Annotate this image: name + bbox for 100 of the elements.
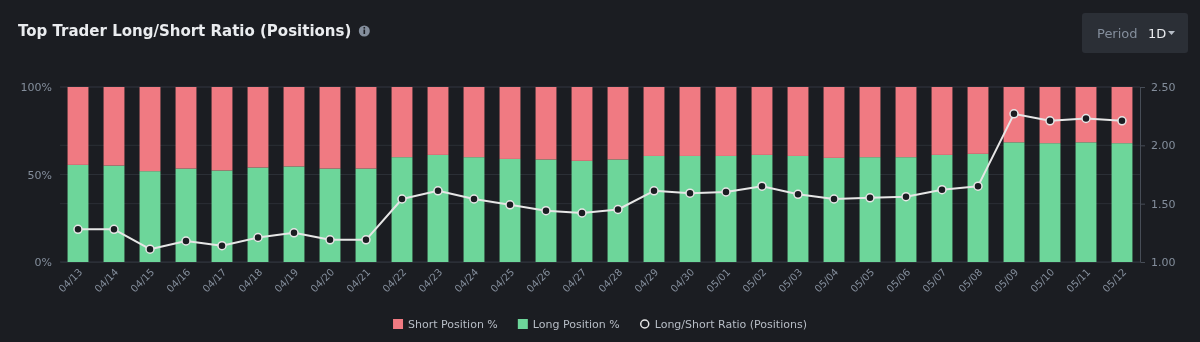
point — [685, 188, 695, 198]
point — [469, 194, 479, 204]
bar — [571, 160, 593, 262]
bar — [139, 171, 161, 262]
bar — [679, 155, 701, 262]
point — [361, 235, 371, 245]
bar — [499, 87, 521, 159]
bar — [247, 167, 269, 262]
point — [613, 204, 623, 215]
y-tick-label: 0% — [34, 256, 52, 270]
bar — [67, 164, 89, 262]
point — [145, 244, 155, 254]
bar — [283, 166, 305, 262]
y2-tick-label: 2.50 — [1151, 81, 1176, 95]
point — [505, 200, 515, 210]
y-tick-label: 50% — [27, 168, 52, 182]
bar — [751, 87, 773, 155]
bar — [787, 155, 809, 262]
point — [1081, 113, 1091, 124]
bar — [643, 87, 665, 156]
bar — [499, 158, 521, 262]
bar — [535, 159, 557, 262]
chart-title: Top Trader Long/Short Ratio (Positions) — [18, 22, 352, 40]
bar — [787, 87, 809, 156]
bar — [715, 87, 737, 156]
bar — [211, 87, 233, 171]
point — [325, 235, 335, 245]
y2-tick-label: 1.50 — [1151, 197, 1176, 211]
bar — [139, 87, 161, 172]
point — [1117, 116, 1127, 126]
bar — [1075, 87, 1097, 143]
bar — [571, 87, 593, 161]
point — [865, 193, 875, 203]
bar — [175, 168, 197, 262]
bar — [607, 159, 629, 262]
y2-tick-label: 2.00 — [1151, 139, 1176, 153]
bar — [427, 154, 449, 262]
bar — [355, 87, 377, 169]
legend-label: Short Position % — [408, 318, 498, 331]
bar — [967, 153, 989, 262]
point — [289, 228, 299, 238]
point — [757, 181, 767, 191]
point — [397, 194, 407, 204]
bar — [319, 87, 341, 169]
bar — [175, 87, 197, 169]
bar — [859, 157, 881, 262]
bar — [1111, 143, 1133, 262]
point — [217, 240, 227, 251]
point — [253, 232, 263, 243]
bar — [859, 87, 881, 158]
point — [973, 181, 983, 191]
bar — [1111, 87, 1133, 144]
bar — [103, 87, 125, 166]
point — [829, 194, 839, 204]
y2-tick-label: 1.00 — [1151, 256, 1176, 270]
bar — [283, 87, 305, 167]
bar — [931, 87, 953, 155]
bar — [751, 154, 773, 262]
y-tick-label: 100% — [20, 81, 52, 95]
legend-label: Long Position % — [532, 318, 620, 331]
point — [937, 184, 947, 195]
point — [577, 208, 587, 218]
bar — [823, 157, 845, 262]
point — [433, 186, 443, 196]
bar — [1039, 143, 1061, 262]
bar — [715, 155, 737, 262]
bar — [895, 87, 917, 158]
point — [901, 191, 911, 202]
point — [181, 236, 191, 246]
bar — [535, 87, 557, 160]
bar — [1039, 87, 1061, 144]
bar — [895, 157, 917, 262]
bar — [391, 87, 413, 158]
period-selector: Period 1D — [1082, 13, 1188, 53]
point — [649, 186, 659, 196]
bar — [427, 87, 449, 155]
bar — [643, 155, 665, 262]
point — [1045, 116, 1055, 126]
bar — [463, 87, 485, 158]
point — [73, 224, 83, 235]
bar — [211, 170, 233, 262]
bar — [607, 87, 629, 160]
bar — [463, 157, 485, 262]
bar — [931, 154, 953, 262]
bar — [1003, 142, 1025, 262]
bar — [103, 165, 125, 262]
bar — [391, 157, 413, 262]
point — [721, 187, 731, 197]
bar — [355, 168, 377, 262]
bar — [1075, 142, 1097, 262]
bar — [823, 87, 845, 158]
bar — [967, 87, 989, 154]
bar — [247, 87, 269, 168]
point — [793, 189, 803, 200]
bar — [67, 87, 89, 165]
bar — [679, 87, 701, 156]
point — [541, 205, 551, 216]
point — [1009, 109, 1019, 119]
bar — [319, 168, 341, 262]
legend-label: Long/Short Ratio (Positions) — [654, 318, 807, 331]
